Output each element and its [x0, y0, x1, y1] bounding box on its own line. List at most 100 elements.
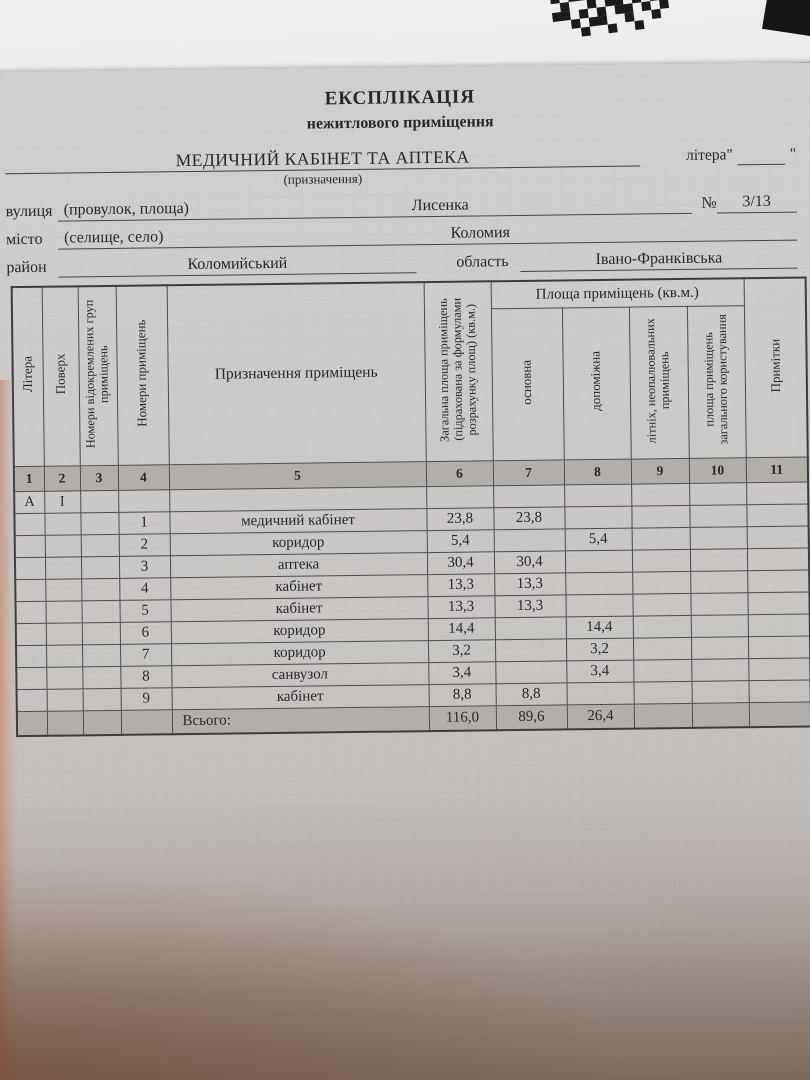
cell-empty [631, 527, 690, 551]
cell-empty [14, 535, 45, 558]
cell-main-area [493, 528, 565, 552]
header-litera: Літера [11, 286, 44, 467]
cell-room-number: 6 [119, 621, 172, 645]
cell-aux-area [564, 550, 633, 573]
cell-empty [493, 484, 565, 508]
city-caption: (селище, село) [63, 228, 164, 247]
cell-total-area: 8,8 [428, 683, 496, 707]
header-aux-area-label: допоміжна [587, 351, 604, 412]
district-label: район [6, 258, 47, 277]
cell-room-number: 7 [120, 643, 172, 667]
cell-aux-area: 14,4 [565, 616, 633, 639]
cell-purpose: кабінет [171, 684, 429, 710]
cell-empty [748, 657, 810, 681]
cell-empty [46, 688, 83, 712]
cell-empty [118, 489, 170, 513]
cell-empty [82, 666, 121, 689]
cell-main-area: 13,3 [494, 572, 566, 596]
cell-purpose: коридор [171, 640, 429, 666]
cell-empty [747, 591, 810, 615]
cell-empty [120, 709, 173, 735]
cell-total-area: 30,4 [426, 551, 495, 575]
cell-empty [44, 534, 81, 558]
city-row: місто (селище, село) Коломия [6, 219, 798, 251]
cell-empty [80, 490, 119, 513]
cell-room-number: 9 [120, 687, 172, 711]
cell-empty [16, 711, 48, 737]
cell-empty [746, 547, 810, 571]
column-number-cell: 7 [492, 459, 565, 486]
cell-empty [16, 689, 47, 712]
cell-empty [632, 637, 692, 661]
street-row: вулиця (провулок, площа) Лисенка № 3/13 [6, 191, 797, 223]
cell-room-number: 2 [118, 533, 170, 557]
cell-empty [45, 622, 83, 646]
column-number-cell: 3 [79, 465, 119, 491]
column-number-cell: 11 [745, 456, 809, 483]
cell-purpose: санвузол [171, 662, 429, 688]
cell-empty [691, 680, 749, 704]
cell-empty [746, 525, 809, 549]
litera-close-quote: " [789, 145, 797, 163]
header-litera-label: Літера [19, 356, 35, 393]
cell-aux-area [564, 506, 632, 529]
header-aux-area: допоміжна [561, 307, 631, 460]
cell-purpose: медичний кабінет [169, 508, 427, 534]
cell-empty [633, 703, 693, 729]
cell-total-area: 14,4 [427, 617, 495, 641]
cell-main-area: 13,3 [494, 594, 566, 618]
cell-empty [690, 592, 748, 616]
cell-empty [747, 613, 810, 637]
cell-empty [689, 504, 747, 528]
cell-empty [746, 481, 809, 505]
total-label: Всього: [171, 706, 430, 735]
cell-empty [81, 578, 120, 601]
cell-empty [632, 571, 691, 595]
cell-empty [564, 484, 632, 507]
cell-empty [81, 622, 121, 645]
cell-empty [80, 556, 120, 579]
column-number-cell: 1 [13, 466, 45, 492]
cell-aux-area: 3,4 [566, 660, 634, 683]
cell-empty [46, 666, 83, 690]
cell-purpose: кабінет [170, 596, 428, 622]
cell-empty [631, 505, 690, 529]
litera-label: літера" [685, 146, 733, 164]
cell-empty [632, 593, 691, 617]
cell-empty [16, 667, 47, 690]
header-room-numbers: Номери приміщень [115, 285, 169, 466]
cell-empty [748, 635, 810, 659]
street-line: (провулок, площа) Лисенка [57, 192, 692, 222]
header-main-area-label: основна [518, 359, 535, 405]
cell-total-area: 13,3 [427, 573, 495, 597]
total-aux-value: 26,4 [566, 704, 635, 730]
column-number-cell: 10 [688, 457, 747, 484]
street-caption: (провулок, площа) [63, 199, 190, 219]
cell-empty [15, 579, 46, 602]
district-row: район Коломийський область Івано-Франків… [6, 247, 798, 279]
designation-row: МЕДИЧНИЙ КАБІНЕТ ТА АПТЕКА літера" " [4, 141, 797, 175]
header-summer-area-label: літніх, неопалювальних приміщень [643, 317, 673, 444]
street-value: Лисенка [411, 196, 469, 215]
district-value: Коломийський [58, 252, 417, 278]
header-purpose: Призначення приміщень [166, 282, 426, 465]
number-sign: № [701, 194, 717, 212]
header-area-group: Площа приміщень (кв.м.) [490, 278, 744, 309]
header-floor: Поверх [41, 286, 80, 467]
header-group-numbers-label: Номери відокремлених груп приміщень [82, 299, 112, 449]
header-group-numbers: Номери відокремлених груп приміщень [77, 285, 118, 466]
cell-aux-area: 3,2 [565, 638, 634, 661]
cell-main-area: 23,8 [493, 506, 565, 530]
cell-empty [14, 513, 45, 536]
cell-empty [14, 557, 46, 580]
column-number-cell: 8 [563, 459, 632, 485]
cell-empty [746, 503, 809, 527]
address-block: вулиця (провулок, площа) Лисенка № 3/13 … [6, 191, 798, 279]
column-number-cell: 6 [425, 460, 494, 487]
total-area-value: 116,0 [428, 705, 497, 732]
cell-empty [80, 534, 119, 557]
column-number-cell: 2 [43, 465, 81, 492]
cell-floor: І [44, 490, 81, 514]
city-value: Коломия [450, 224, 511, 242]
cell-empty [690, 614, 749, 638]
